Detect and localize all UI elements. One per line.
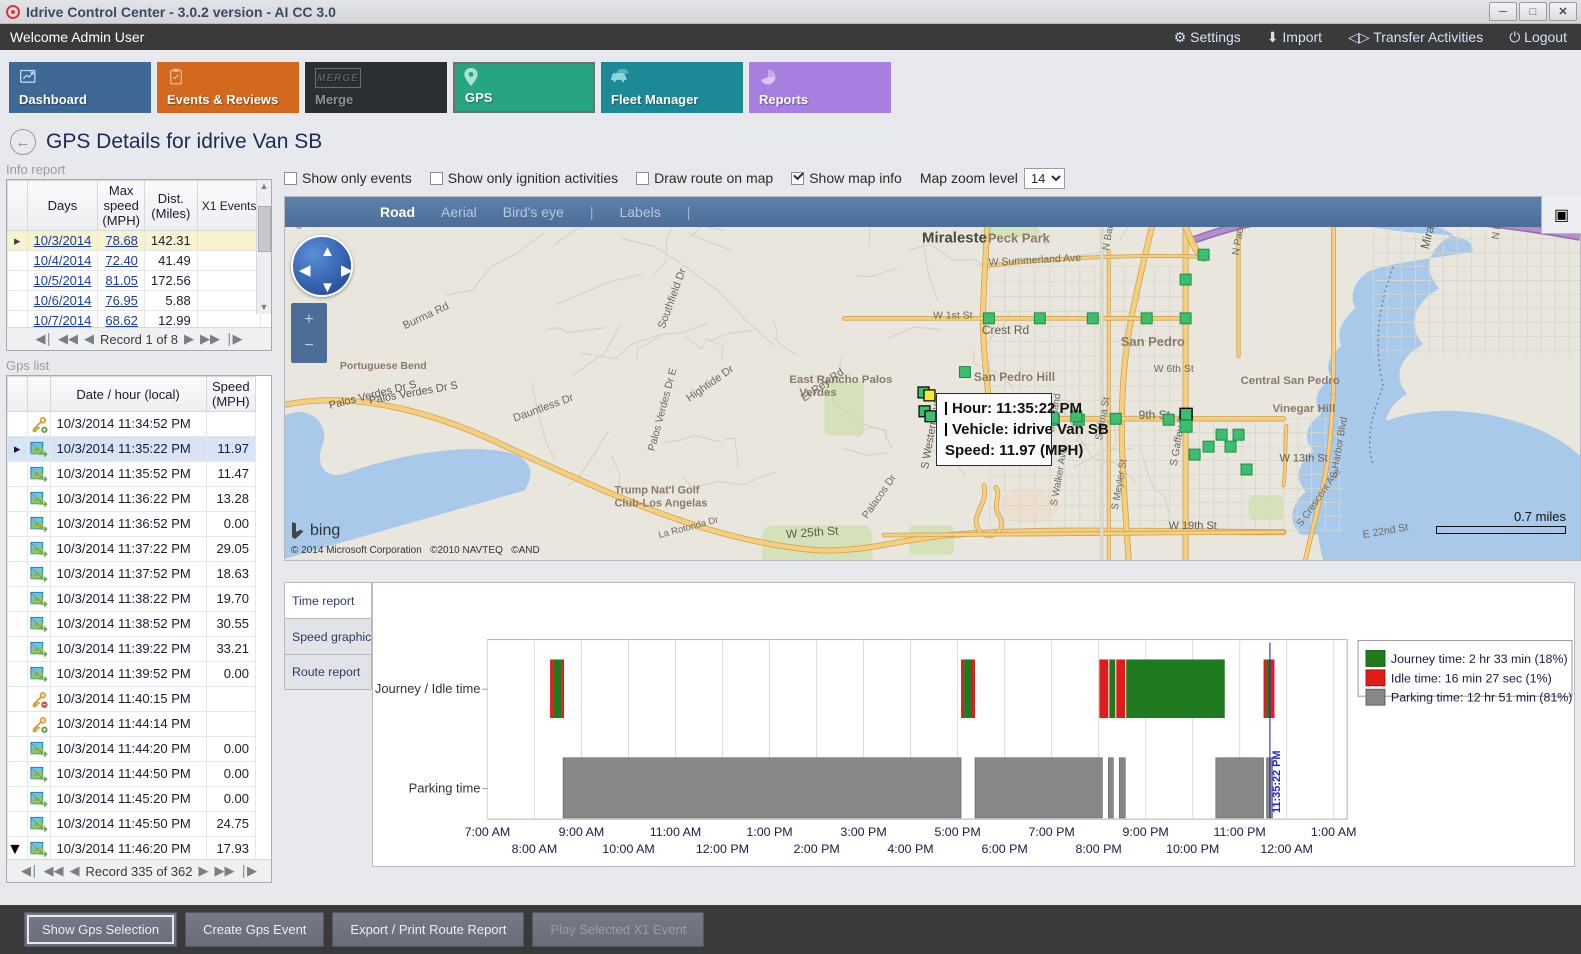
svg-text:3:00 PM: 3:00 PM (840, 825, 886, 839)
svg-text:W 13th St: W 13th St (1279, 453, 1327, 465)
svg-text:12:00 AM: 12:00 AM (1260, 842, 1312, 856)
svg-text:5:00 PM: 5:00 PM (934, 825, 980, 839)
svg-text:Journey time: 2 hr 33 min (18%: Journey time: 2 hr 33 min (18%) (1391, 652, 1568, 666)
svg-text:Parking time: Parking time (409, 781, 481, 796)
svg-text:10:00 PM: 10:00 PM (1166, 842, 1219, 856)
svg-text:9:00 PM: 9:00 PM (1123, 825, 1169, 839)
svg-text:7:00 PM: 7:00 PM (1028, 825, 1074, 839)
svg-text:11:00 AM: 11:00 AM (650, 825, 702, 839)
svg-text:10:00 AM: 10:00 AM (602, 842, 654, 856)
svg-text:Journey / Idle time: Journey / Idle time (375, 681, 481, 696)
svg-text:8:00 AM: 8:00 AM (512, 842, 558, 856)
svg-text:W 1st St: W 1st St (933, 310, 973, 321)
svg-text:Central San Pedro: Central San Pedro (1241, 375, 1340, 387)
svg-text:4:00 PM: 4:00 PM (887, 842, 933, 856)
svg-text:11:00 PM: 11:00 PM (1214, 825, 1266, 839)
svg-text:Peck Park: Peck Park (988, 231, 1051, 246)
svg-text:11:35:22 PM: 11:35:22 PM (1271, 750, 1283, 812)
svg-text:Parking time: 12 hr 51 min (81: Parking time: 12 hr 51 min (81%) (1391, 691, 1573, 705)
svg-text:Crest Rd: Crest Rd (982, 323, 1029, 337)
svg-text:6:00 PM: 6:00 PM (982, 842, 1028, 856)
svg-text:W 6th St: W 6th St (1154, 364, 1194, 375)
svg-text:Trump Nat'l Golf: Trump Nat'l Golf (614, 484, 699, 496)
svg-text:9:00 AM: 9:00 AM (559, 825, 605, 839)
svg-text:Idle time: 16 min 27 sec (1%): Idle time: 16 min 27 sec (1%) (1391, 671, 1552, 685)
svg-text:12:00 PM: 12:00 PM (696, 842, 749, 856)
svg-text:1:00 AM: 1:00 AM (1311, 825, 1357, 839)
svg-text:Miraleste: Miraleste (922, 230, 987, 247)
svg-text:W 19th St: W 19th St (1169, 520, 1217, 532)
svg-text:7:00 AM: 7:00 AM (465, 825, 511, 839)
svg-text:San Pedro: San Pedro (1121, 334, 1185, 349)
svg-text:Vinegar Hill: Vinegar Hill (1272, 403, 1335, 415)
svg-text:2:00 PM: 2:00 PM (793, 842, 839, 856)
svg-text:San Pedro Hill: San Pedro Hill (974, 370, 1055, 384)
svg-text:Club-Los Angelas: Club-Los Angelas (614, 497, 707, 509)
svg-text:1:00 PM: 1:00 PM (746, 825, 792, 839)
svg-text:8:00 PM: 8:00 PM (1075, 842, 1121, 856)
